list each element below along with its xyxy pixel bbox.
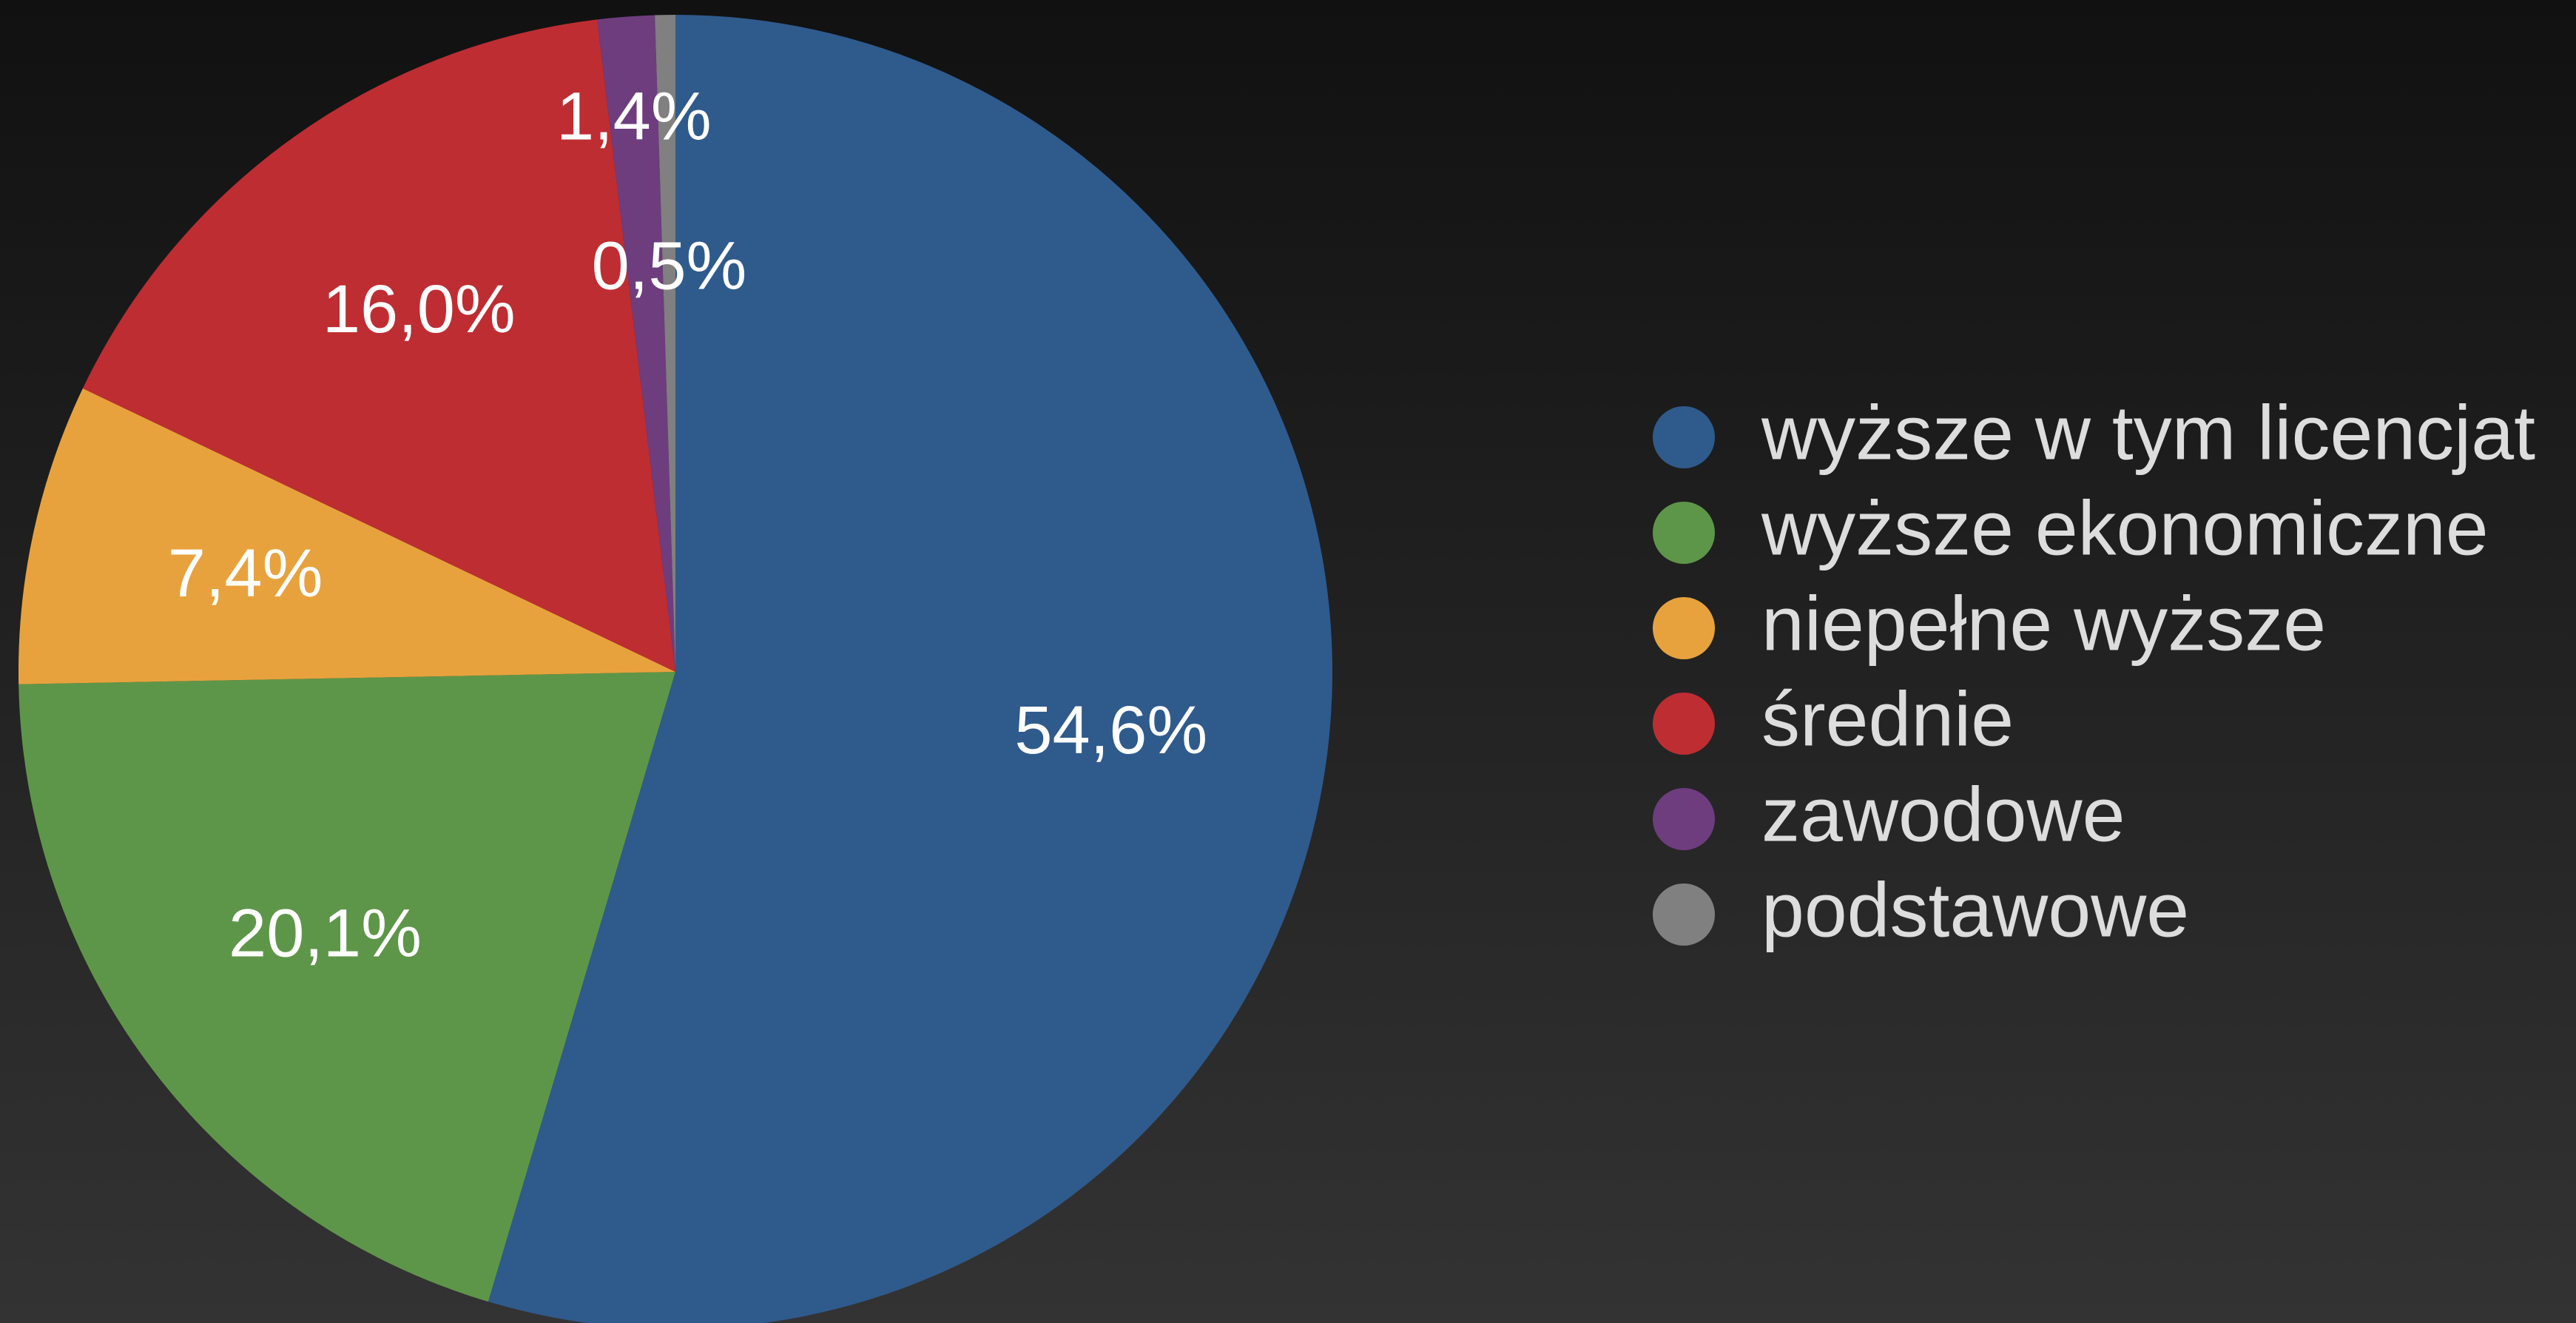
pie-slice — [655, 15, 675, 672]
pie-slice — [82, 19, 676, 672]
legend-swatch — [1653, 883, 1715, 946]
legend-label: wyższe ekonomiczne — [1761, 485, 2489, 571]
value-label: 0,5% — [592, 229, 747, 304]
legend-label: wyższe w tym licencjat — [1761, 390, 2535, 476]
value-label: 54,6% — [1014, 693, 1207, 768]
pie-slice — [488, 15, 1332, 1323]
legend-swatch — [1653, 502, 1715, 564]
legend-label: średnie — [1761, 676, 2014, 762]
pie-slice — [18, 672, 675, 1302]
value-label: 16,0% — [323, 272, 516, 347]
legend-label: podstawowe — [1761, 867, 2189, 953]
legend-label: niepełne wyższe — [1761, 581, 2326, 667]
legend-label: zawodowe — [1761, 772, 2125, 858]
pie-slice — [18, 388, 676, 684]
value-label: 20,1% — [229, 896, 422, 972]
pie-slice — [597, 15, 675, 673]
legend-swatch — [1653, 693, 1715, 755]
value-label: 1,4% — [556, 78, 712, 154]
legend-swatch — [1653, 597, 1715, 659]
legend-swatch — [1653, 406, 1715, 468]
value-label: 7,4% — [168, 536, 323, 611]
legend-swatch — [1653, 788, 1715, 850]
